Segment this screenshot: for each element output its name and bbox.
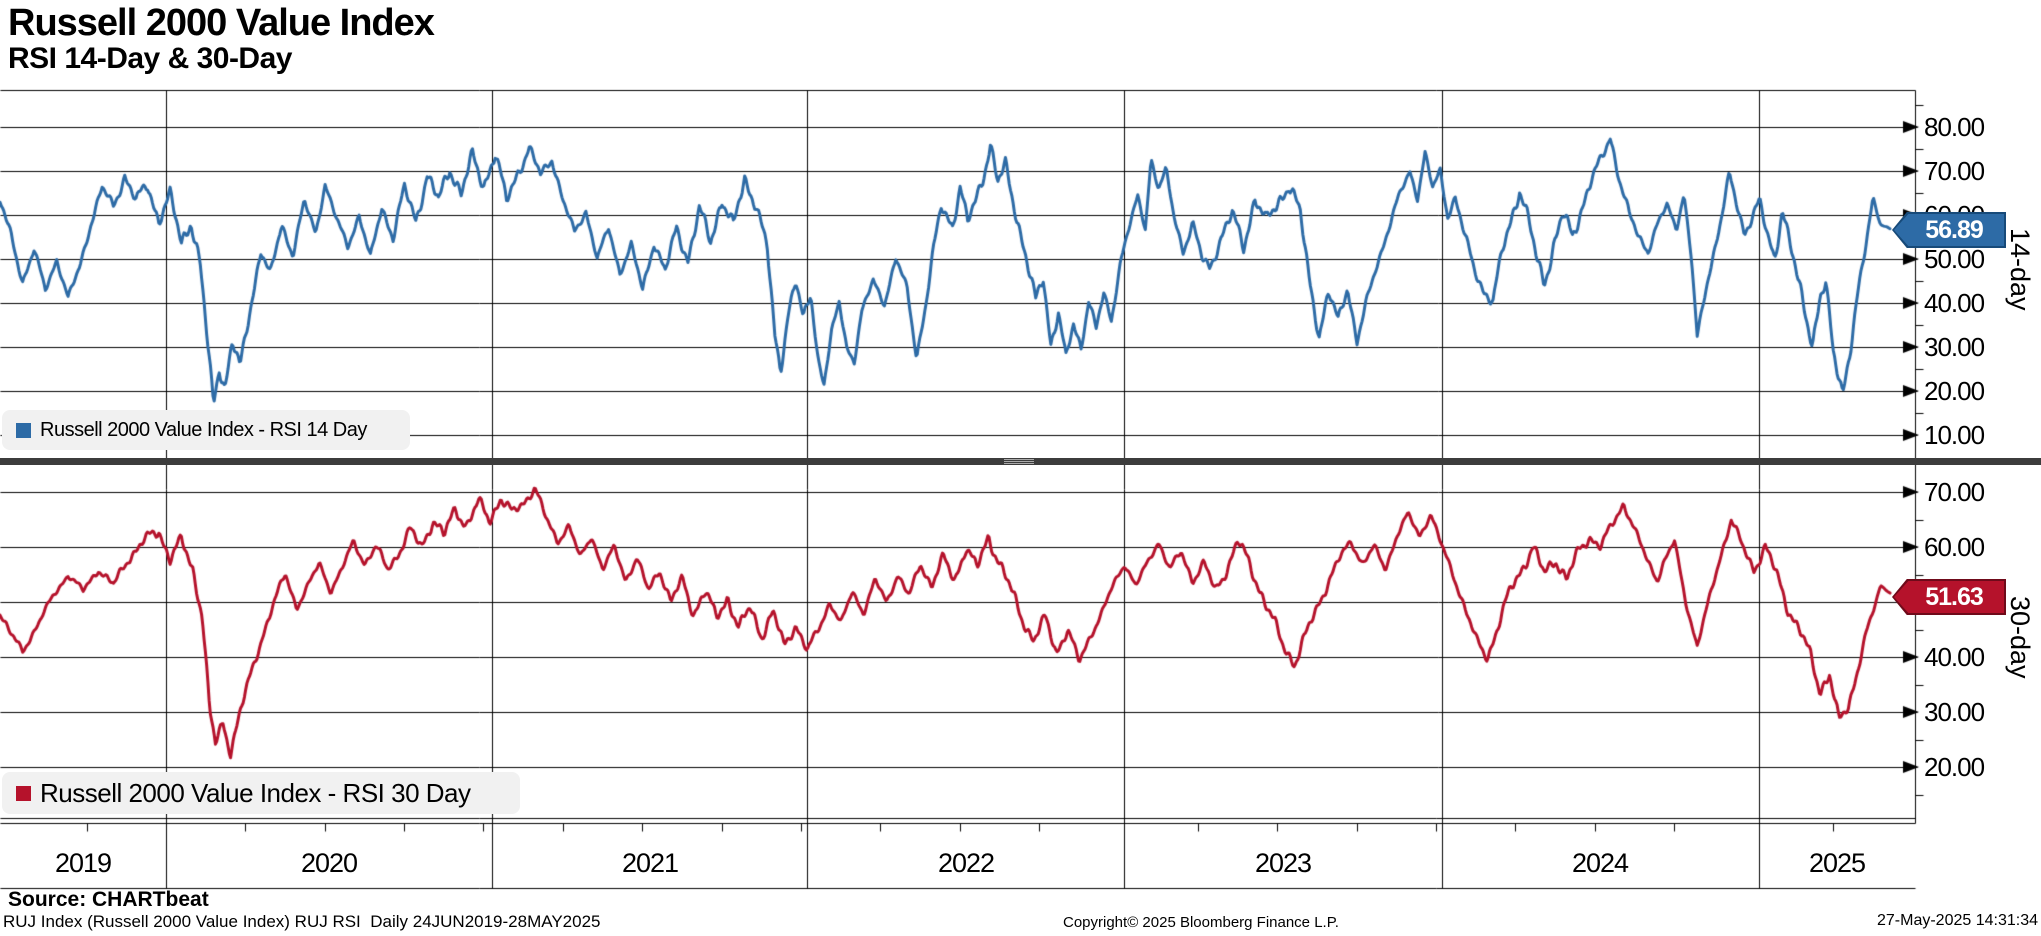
y-tick-label: 40.00 bbox=[1924, 287, 1985, 318]
x-year-label: 2025 bbox=[1808, 848, 1866, 878]
legend-rsi-14-day[interactable]: Russell 2000 Value Index - RSI 14 Day bbox=[2, 410, 410, 450]
last-value-badge-rsi14[interactable]: 56.89 bbox=[1892, 212, 2006, 248]
panel-divider[interactable] bbox=[0, 458, 2041, 465]
ticker-meta-text: RUJ Index (Russell 2000 Value Index) RUJ… bbox=[3, 912, 601, 931]
page-title: Russell 2000 Value Index bbox=[8, 2, 435, 44]
y-tick-label: 50.00 bbox=[1924, 243, 1985, 274]
x-year-label: 2021 bbox=[621, 848, 679, 878]
last-value-rsi30: 51.63 bbox=[1894, 581, 2004, 613]
grip-icon bbox=[1004, 459, 1034, 464]
legend-swatch-red-icon bbox=[16, 785, 31, 801]
page-subtitle: RSI 14-Day & 30-Day bbox=[8, 42, 292, 75]
y-tick-label: 40.00 bbox=[1924, 642, 1985, 672]
y-tick-label: 60.00 bbox=[1924, 532, 1985, 562]
legend-rsi-30-day[interactable]: Russell 2000 Value Index - RSI 30 Day bbox=[2, 772, 520, 814]
source-text: Source: CHARTbeat bbox=[8, 888, 209, 911]
legend-label-rsi-30-day: Russell 2000 Value Index - RSI 30 Day bbox=[40, 777, 471, 808]
y-tick-label: 30.00 bbox=[1924, 697, 1985, 727]
y-tick-label: 30.00 bbox=[1924, 331, 1985, 362]
x-year-label: 2024 bbox=[1571, 848, 1629, 878]
x-year-label: 2020 bbox=[300, 848, 358, 878]
y-tick-label: 20.00 bbox=[1924, 752, 1985, 782]
y-tick-label: 70.00 bbox=[1924, 156, 1985, 186]
legend-swatch-blue-icon bbox=[16, 422, 31, 438]
y-axis-title-14-day: 14-day bbox=[2005, 228, 2035, 311]
last-value-badge-rsi30[interactable]: 51.63 bbox=[1892, 579, 2006, 615]
y-tick-label: 70.00 bbox=[1924, 477, 1985, 507]
y-tick-label: 10.00 bbox=[1924, 419, 1985, 450]
y-axis-title-30-day: 30-day bbox=[2005, 596, 2035, 679]
copyright-text: Copyright© 2025 Bloomberg Finance L.P. bbox=[1063, 914, 1339, 931]
x-year-label: 2019 bbox=[54, 848, 112, 878]
y-tick-label: 20.00 bbox=[1924, 375, 1985, 406]
x-year-label: 2022 bbox=[937, 848, 995, 878]
x-year-label: 2023 bbox=[1254, 848, 1312, 878]
last-value-rsi14: 56.89 bbox=[1894, 214, 2004, 246]
legend-label-rsi-14-day: Russell 2000 Value Index - RSI 14 Day bbox=[40, 418, 367, 441]
timestamp-text: 27-May-2025 14:31:34 bbox=[1877, 912, 2038, 929]
y-tick-label: 80.00 bbox=[1924, 112, 1985, 142]
